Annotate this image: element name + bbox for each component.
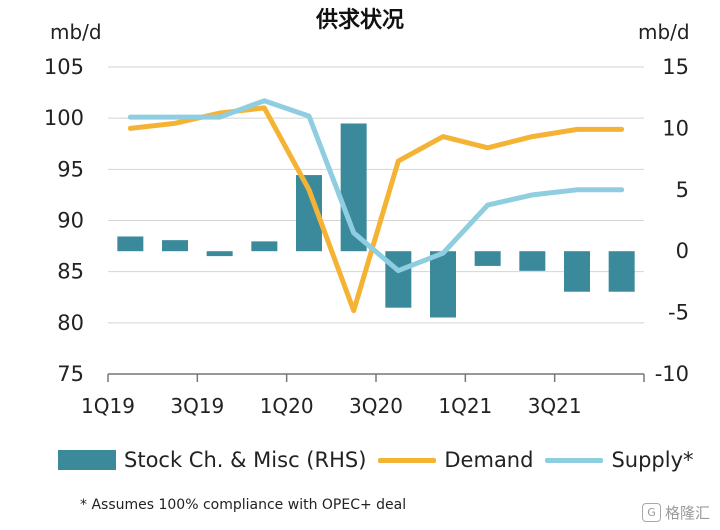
chart-title: 供求状况 — [315, 7, 404, 33]
x-tick-label: 3Q20 — [349, 394, 403, 418]
y-right-tick-label: 5 — [676, 178, 689, 202]
x-tick-label: 3Q21 — [528, 394, 582, 418]
y-left-tick-label: 85 — [57, 260, 84, 284]
line-supply — [127, 98, 625, 274]
y-left-tick-label: 90 — [57, 209, 84, 233]
bar-stock-change — [608, 251, 635, 292]
bar-stock-change — [206, 251, 233, 257]
x-tick-label: 1Q19 — [81, 394, 135, 418]
x-tick-label: 1Q21 — [438, 394, 492, 418]
x-tick-label: 1Q20 — [260, 394, 314, 418]
watermark-text: 格隆汇 — [665, 504, 711, 522]
y-left-tick-label: 100 — [44, 106, 84, 130]
chart-footnote: * Assumes 100% compliance with OPEC+ dea… — [80, 497, 407, 513]
y-left-tick-label: 105 — [44, 55, 84, 79]
y-right-tick-label: -5 — [668, 301, 689, 325]
watermark-logo-icon: G — [642, 503, 661, 522]
y-right-tick-label: 15 — [662, 55, 689, 79]
bar-stock-change — [474, 251, 501, 266]
legend-swatch-supply — [545, 457, 604, 463]
y-left-tick-label: 80 — [57, 311, 84, 335]
right-axis-unit: mb/d — [638, 20, 690, 44]
legend-item-stock-change: Stock Ch. & Misc (RHS) — [58, 448, 366, 472]
legend-item-supply: Supply* — [545, 448, 694, 472]
y-left-tick-label: 75 — [57, 362, 84, 386]
left-axis-unit: mb/d — [50, 20, 102, 44]
legend-swatch-demand — [378, 457, 437, 463]
y-right-tick-label: 10 — [662, 116, 689, 140]
line-demand — [127, 105, 625, 314]
bar-stock-change — [162, 240, 188, 252]
bar-stock-change — [251, 241, 278, 252]
legend-swatch-stock-change — [58, 450, 116, 470]
legend-item-demand: Demand — [378, 448, 533, 472]
bar-stock-change — [117, 236, 144, 252]
bar-stock-change — [564, 251, 590, 292]
watermark: G 格隆汇 — [642, 502, 710, 523]
bar-stock-change — [519, 251, 546, 271]
x-tick-label: 3Q19 — [170, 394, 224, 418]
legend-label-demand: Demand — [444, 448, 534, 472]
chart-legend: Stock Ch. & Misc (RHS) Demand Supply* — [58, 448, 706, 472]
y-left-tick-label: 95 — [57, 157, 84, 181]
bar-stock-change — [430, 251, 456, 318]
y-right-tick-label: 0 — [676, 239, 689, 263]
y-right-tick-label: -10 — [655, 362, 689, 386]
legend-label-supply: Supply* — [611, 448, 694, 472]
legend-label-stock-change: Stock Ch. & Misc (RHS) — [124, 448, 367, 472]
